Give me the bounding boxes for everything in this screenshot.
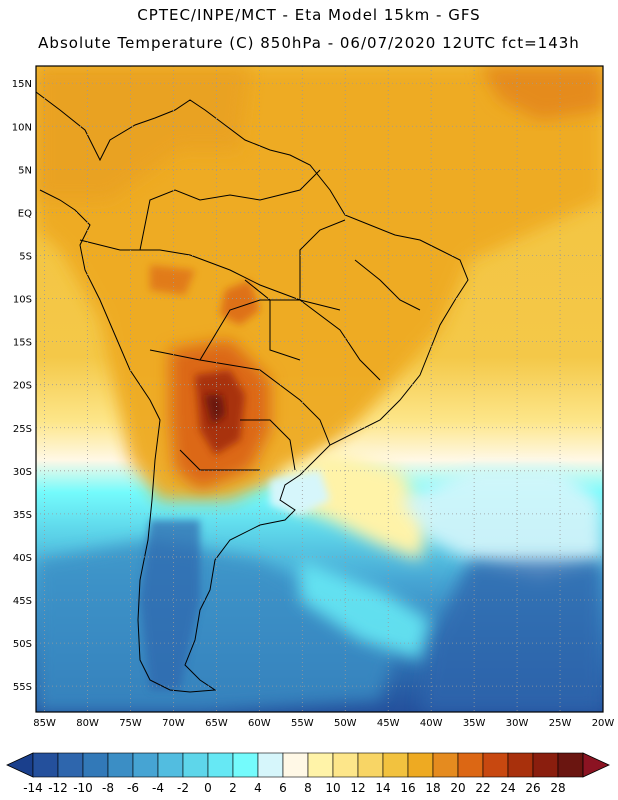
latitude-label: 35S (13, 510, 32, 521)
latitude-label: 5S (19, 251, 32, 262)
colorbar-tick-label: 26 (525, 781, 540, 795)
colorbar-tick-label: -2 (177, 781, 189, 795)
colorbar-tick-label: -6 (127, 781, 139, 795)
colorbar: -14 -12 -10 -8 -6 -4 -2 0 2 4 6 8 10 12 14 16 18 20 22 24 26… (6, 752, 610, 795)
colorbar-tick-label: -14 (23, 781, 43, 795)
colorbar-swatch (482, 752, 509, 778)
latitude-label: 5N (18, 165, 32, 176)
colorbar-swatch (307, 752, 334, 778)
latitude-label: 30S (13, 467, 32, 478)
temperature-field (36, 66, 603, 712)
colorbar-swatch (132, 752, 159, 778)
colorbar-tick-labels: -14 -12 -10 -8 -6 -4 -2 0 2 4 6 8 10 12 14 16 18 20 22 24 26… (23, 781, 565, 795)
colorbar-tick-label: 18 (425, 781, 440, 795)
colorbar-tick-label: 20 (450, 781, 465, 795)
longitude-label: 45W (377, 718, 400, 729)
longitude-label: 50W (334, 718, 357, 729)
colorbar-swatch (257, 752, 284, 778)
colorbar-tick-label: -12 (48, 781, 68, 795)
colorbar-right-arrow (582, 752, 610, 778)
latitude-label: 40S (13, 553, 32, 564)
colorbar-left-arrow (6, 752, 34, 778)
colorbar-swatch (32, 752, 59, 778)
longitude-labels: 85W 80W 75W 70W 65W 60W 55W 50W 45W 40W 35W 30W 25W 2… (33, 718, 614, 729)
longitude-label: 20W (592, 718, 615, 729)
colorbar-tick-label: 24 (500, 781, 515, 795)
colorbar-tick-label: 6 (279, 781, 287, 795)
colorbar-tick-label: -10 (73, 781, 93, 795)
colorbar-swatch (282, 752, 309, 778)
colorbar-swatches (6, 752, 610, 778)
longitude-label: 80W (76, 718, 99, 729)
colorbar-tick-label: 10 (325, 781, 340, 795)
longitude-label: 75W (119, 718, 142, 729)
colorbar-tick-label: 14 (375, 781, 390, 795)
colorbar-swatch (182, 752, 209, 778)
latitude-label: EQ (18, 208, 32, 219)
longitude-label: 60W (248, 718, 271, 729)
colorbar-swatch (507, 752, 534, 778)
colorbar-tick-label: 12 (350, 781, 365, 795)
map-frame (35, 65, 604, 713)
colorbar-swatch (332, 752, 359, 778)
temperature-map: 15N 10N 5N EQ 5S 10S 15S 20S 25S 30S 35S 40S 45S 50S 5… (12, 65, 614, 729)
latitude-label: 45S (13, 596, 32, 607)
colorbar-swatch (382, 752, 409, 778)
colorbar-tick-label: 4 (254, 781, 262, 795)
latitude-label: 15S (13, 338, 32, 349)
colorbar-tick-label: -4 (152, 781, 164, 795)
graticule (36, 66, 603, 712)
colorbar-swatch (407, 752, 434, 778)
colorbar-tick-label: 16 (400, 781, 415, 795)
latitude-labels: 15N 10N 5N EQ 5S 10S 15S 20S 25S 30S 35S 40S 45S 50S 5… (12, 79, 32, 693)
latitude-label: 20S (13, 381, 32, 392)
latitude-label: 15N (12, 79, 32, 90)
latitude-label: 10N (12, 122, 32, 133)
coastlines (36, 91, 469, 693)
latitude-label: 50S (13, 639, 32, 650)
colorbar-swatch (532, 752, 559, 778)
colorbar-tick-label: 8 (304, 781, 312, 795)
colorbar-tick-label: 28 (550, 781, 565, 795)
colorbar-swatch (82, 752, 109, 778)
longitude-label: 30W (506, 718, 529, 729)
map-title-line-1: CPTEC/INPE/MCT - Eta Model 15km - GFS (137, 6, 481, 24)
colorbar-tick-label: 0 (204, 781, 212, 795)
colorbar-swatch (57, 752, 84, 778)
colorbar-swatch (232, 752, 259, 778)
colorbar-tick-label: -8 (102, 781, 114, 795)
colorbar-swatch (557, 752, 584, 778)
longitude-label: 35W (463, 718, 486, 729)
latitude-label: 10S (13, 295, 32, 306)
colorbar-swatch (457, 752, 484, 778)
colorbar-swatch (157, 752, 184, 778)
colorbar-swatch (207, 752, 234, 778)
map-title-line-2: Absolute Temperature (C) 850hPa - 06/07/… (38, 34, 580, 52)
colorbar-tick-label: 2 (229, 781, 237, 795)
colorbar-tick-label: 22 (475, 781, 490, 795)
colorbar-swatch (357, 752, 384, 778)
longitude-label: 40W (420, 718, 443, 729)
longitude-label: 25W (549, 718, 572, 729)
longitude-label: 85W (33, 718, 56, 729)
colorbar-swatch (107, 752, 134, 778)
colorbar-swatch (432, 752, 459, 778)
longitude-label: 55W (291, 718, 314, 729)
longitude-label: 65W (205, 718, 228, 729)
longitude-label: 70W (162, 718, 185, 729)
latitude-label: 55S (13, 682, 32, 693)
latitude-label: 25S (13, 424, 32, 435)
